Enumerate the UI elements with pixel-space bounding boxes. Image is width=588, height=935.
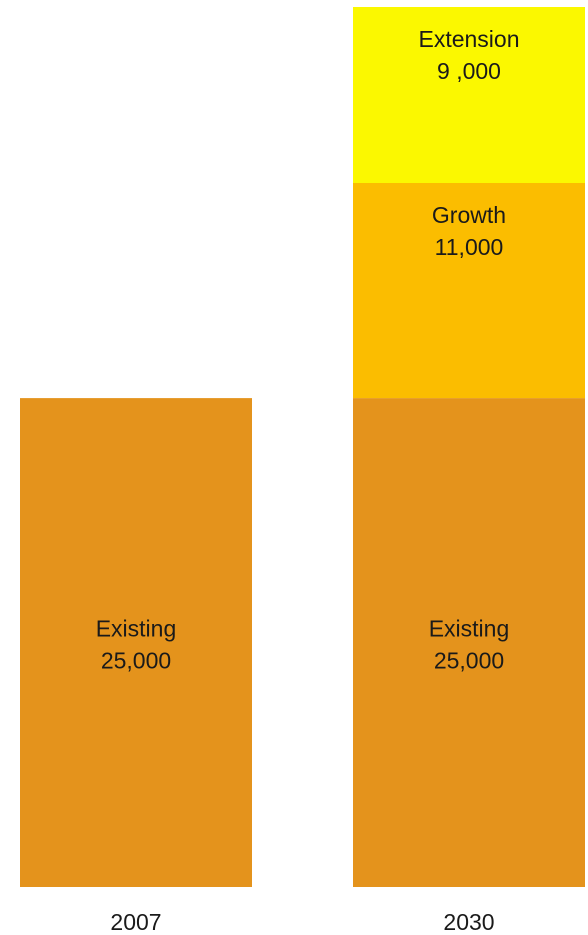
segment-value-growth-2030: 11,000 [435,234,504,260]
segment-labels-layer: Existing 25,000 Existing 25,000 Growth 11,000… [96,26,520,674]
bars-layer [20,7,585,887]
segment-name-extension-2030: Extension [418,26,519,52]
segment-name-growth-2030: Growth [432,202,506,228]
x-axis-tick-labels: 2007 2030 [110,909,494,935]
x-tick-label-2007: 2007 [110,909,161,935]
segment-name-existing-2030: Existing [429,616,510,642]
bar-extension-2030 [353,7,585,183]
bar-existing-2007 [20,398,252,887]
segment-value-extension-2030: 9 ,000 [437,58,501,84]
segment-value-existing-2007: 25,000 [101,648,171,674]
segment-value-existing-2030: 25,000 [434,648,504,674]
bar-growth-2030 [353,183,585,399]
x-tick-label-2030: 2030 [443,909,494,935]
segment-name-existing-2007: Existing [96,616,177,642]
bar-existing-2030 [353,398,585,887]
